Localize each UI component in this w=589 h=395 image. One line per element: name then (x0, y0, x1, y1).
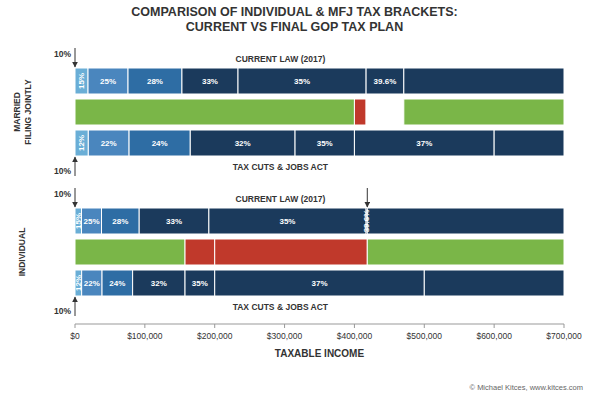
rate-label: 24% (109, 279, 125, 288)
x-tick (214, 324, 215, 328)
group-label: MARRIEDFILING JOINTLY (12, 79, 33, 145)
segment (129, 130, 190, 156)
arrow (75, 297, 76, 316)
group-label: INDIVIDUAL (17, 228, 27, 277)
x-tick-label: $200,000 (197, 331, 233, 341)
rate-label: 24% (152, 139, 168, 148)
row-label: TAX CUTS & JOBS ACT (233, 162, 329, 172)
x-axis-label: TAXABLE INCOME (275, 348, 365, 359)
bars (75, 68, 564, 296)
segment (88, 130, 129, 156)
segment (424, 270, 564, 296)
x-tick-label: $700,000 (546, 331, 582, 341)
segment (75, 99, 354, 125)
arrow (367, 188, 368, 207)
x-tick-label: $100,000 (127, 331, 163, 341)
segment (215, 239, 368, 265)
segment (182, 68, 238, 94)
segment (238, 68, 366, 94)
rate-label: 22% (101, 139, 117, 148)
rate-label: 39.6% (374, 77, 397, 86)
segment (185, 270, 215, 296)
row-label: TAX CUTS & JOBS ACT (233, 302, 329, 312)
x-tick-label: $400,000 (337, 331, 373, 341)
rate-label: 37% (416, 139, 432, 148)
segment (367, 208, 564, 234)
chart: COMPARISON OF INDIVIDUAL & MFJ TAX BRACK… (0, 0, 589, 395)
segment (366, 99, 404, 125)
x-tick (494, 324, 495, 328)
row-label: CURRENT LAW (2017) (236, 194, 326, 204)
rate-label: 15% (74, 213, 83, 229)
arrow-label: 10% (54, 306, 71, 316)
segment (190, 130, 295, 156)
segment (404, 68, 564, 94)
segment (494, 130, 564, 156)
x-tick-label: $0 (70, 331, 80, 341)
rate-label: 35% (279, 217, 295, 226)
rate-label: 25% (100, 77, 116, 86)
rate-label: 12% (77, 135, 86, 151)
x-tick (75, 324, 76, 328)
segment (354, 130, 494, 156)
x-axis (75, 324, 564, 325)
segment (82, 270, 102, 296)
arrow (75, 188, 76, 207)
x-tick (354, 324, 355, 328)
segment (133, 270, 185, 296)
arrow (75, 157, 76, 176)
segment (185, 239, 215, 265)
segment (102, 208, 140, 234)
arrow-label: 10% (54, 49, 71, 59)
segment (75, 68, 88, 94)
rate-label: 15% (77, 73, 86, 89)
title: COMPARISON OF INDIVIDUAL & MFJ TAX BRACK… (131, 5, 457, 34)
rate-label: 25% (84, 217, 100, 226)
rate-label: 12% (74, 275, 83, 291)
segment (88, 68, 128, 94)
rate-label: 35% (317, 139, 333, 148)
x-tick-label: $600,000 (476, 331, 512, 341)
arrow (75, 48, 76, 67)
segment (75, 239, 185, 265)
x-tick (424, 324, 425, 328)
arrow-label: 10% (54, 166, 71, 176)
segment (82, 208, 102, 234)
rate-label: 22% (84, 279, 100, 288)
rate-label: 33% (166, 217, 182, 226)
x-tick (564, 324, 565, 328)
annotations: 15%25%28%33%35%39.6%CURRENT LAW (2017)10… (12, 48, 433, 316)
segment (354, 99, 366, 125)
x-tick-label: $500,000 (407, 331, 443, 341)
source: © Michael Kitces, www.kitces.com (470, 383, 583, 392)
segment (404, 99, 564, 125)
rate-label: 28% (147, 77, 163, 86)
x-tick-label: $300,000 (267, 331, 303, 341)
segment (75, 130, 88, 156)
arrow-label: 10% (54, 189, 71, 199)
segment (215, 270, 425, 296)
segment (295, 130, 354, 156)
segment (366, 68, 404, 94)
rate-label: 32% (235, 139, 251, 148)
segment (128, 68, 182, 94)
x-tick (284, 324, 285, 328)
row-label: CURRENT LAW (2017) (236, 54, 326, 64)
x-tick (144, 324, 145, 328)
segment (102, 270, 133, 296)
rate-label: 35% (192, 279, 208, 288)
segment (139, 208, 209, 234)
rate-label: 37% (311, 279, 327, 288)
rate-label: 32% (151, 279, 167, 288)
rate-label: 35% (294, 77, 310, 86)
rate-label: 33% (202, 77, 218, 86)
rate-label: 28% (112, 217, 128, 226)
segment (209, 208, 366, 234)
segment (367, 239, 564, 265)
rate-label: 39.6% (362, 210, 371, 233)
